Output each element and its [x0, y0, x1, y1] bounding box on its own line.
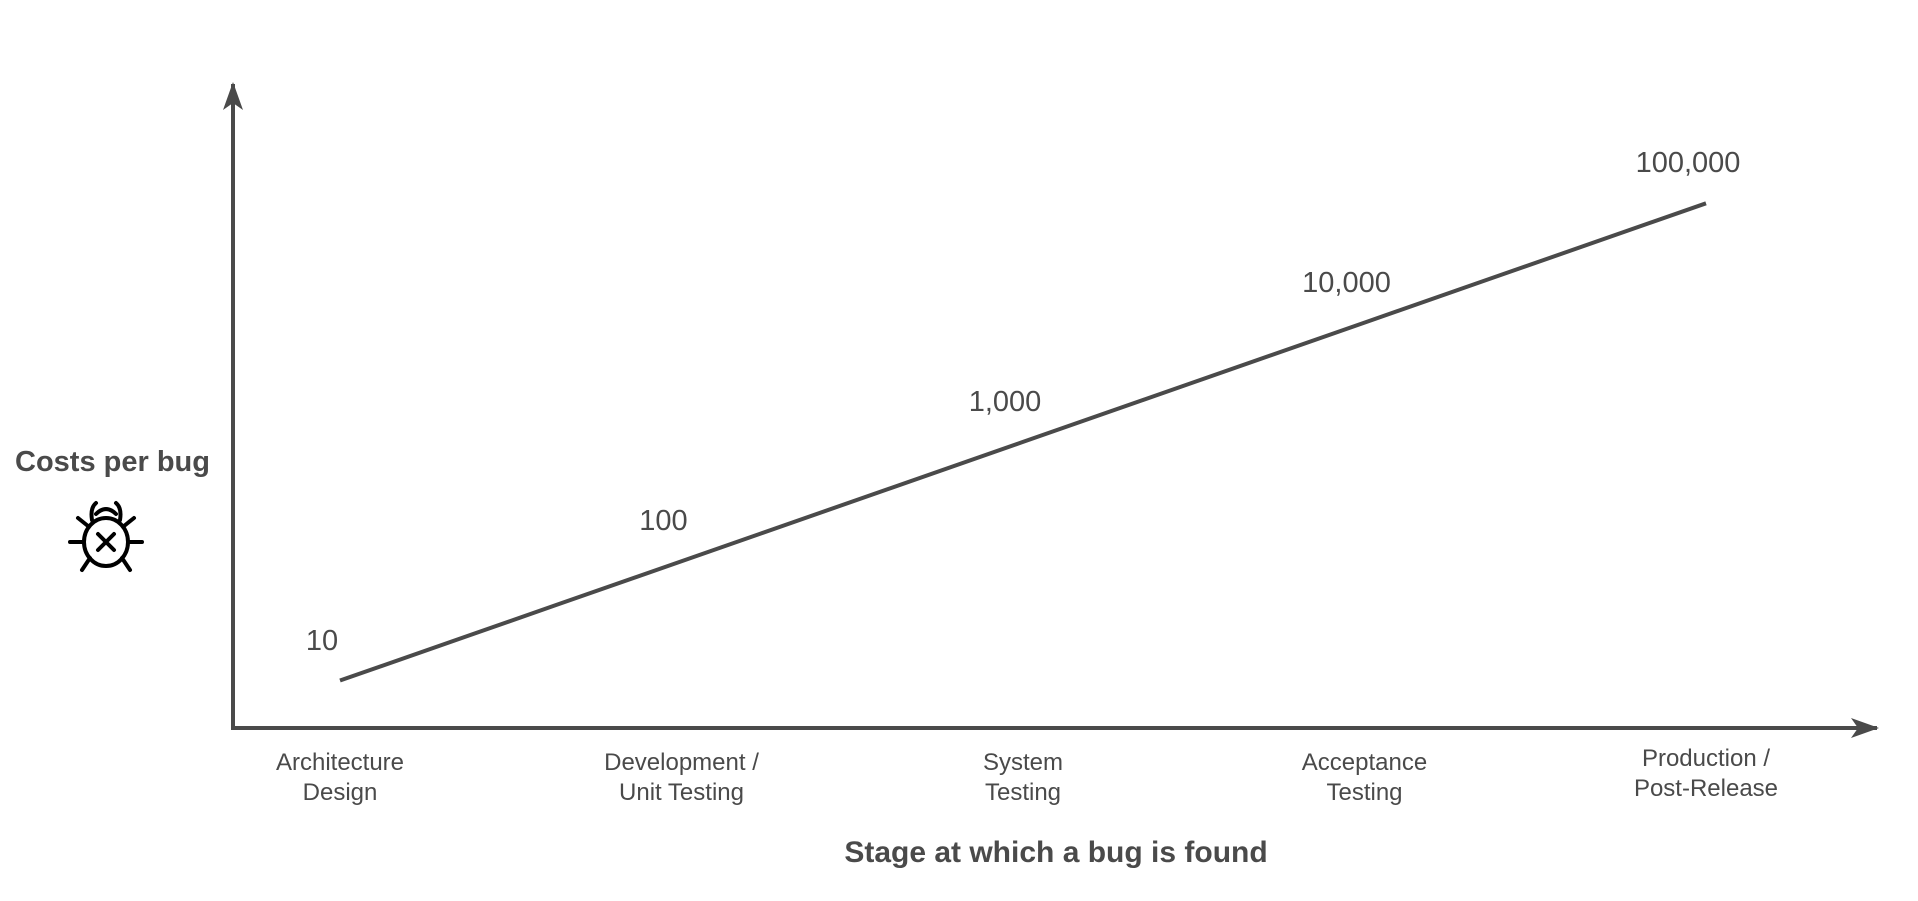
x-tick-label: Development / Unit Testing [604, 749, 759, 806]
value-label: 10 [305, 624, 339, 657]
cost-line [339, 201, 1707, 683]
y-axis-label: Costs per bug [15, 446, 210, 478]
x-tick-label: Acceptance Testing [1301, 749, 1428, 806]
x-tick-label: Production / Post-Release [1633, 745, 1779, 802]
value-label: 10,000 [1302, 266, 1391, 299]
x-axis-label: Stage at which a bug is found [844, 836, 1268, 869]
bug-icon [68, 501, 144, 572]
x-tick-label: Architecture Design [275, 749, 405, 806]
x-tick-label: System Testing [982, 749, 1063, 806]
value-label: 100 [639, 505, 688, 538]
value-label: 1,000 [968, 385, 1042, 418]
value-label: 100,000 [1635, 147, 1741, 180]
